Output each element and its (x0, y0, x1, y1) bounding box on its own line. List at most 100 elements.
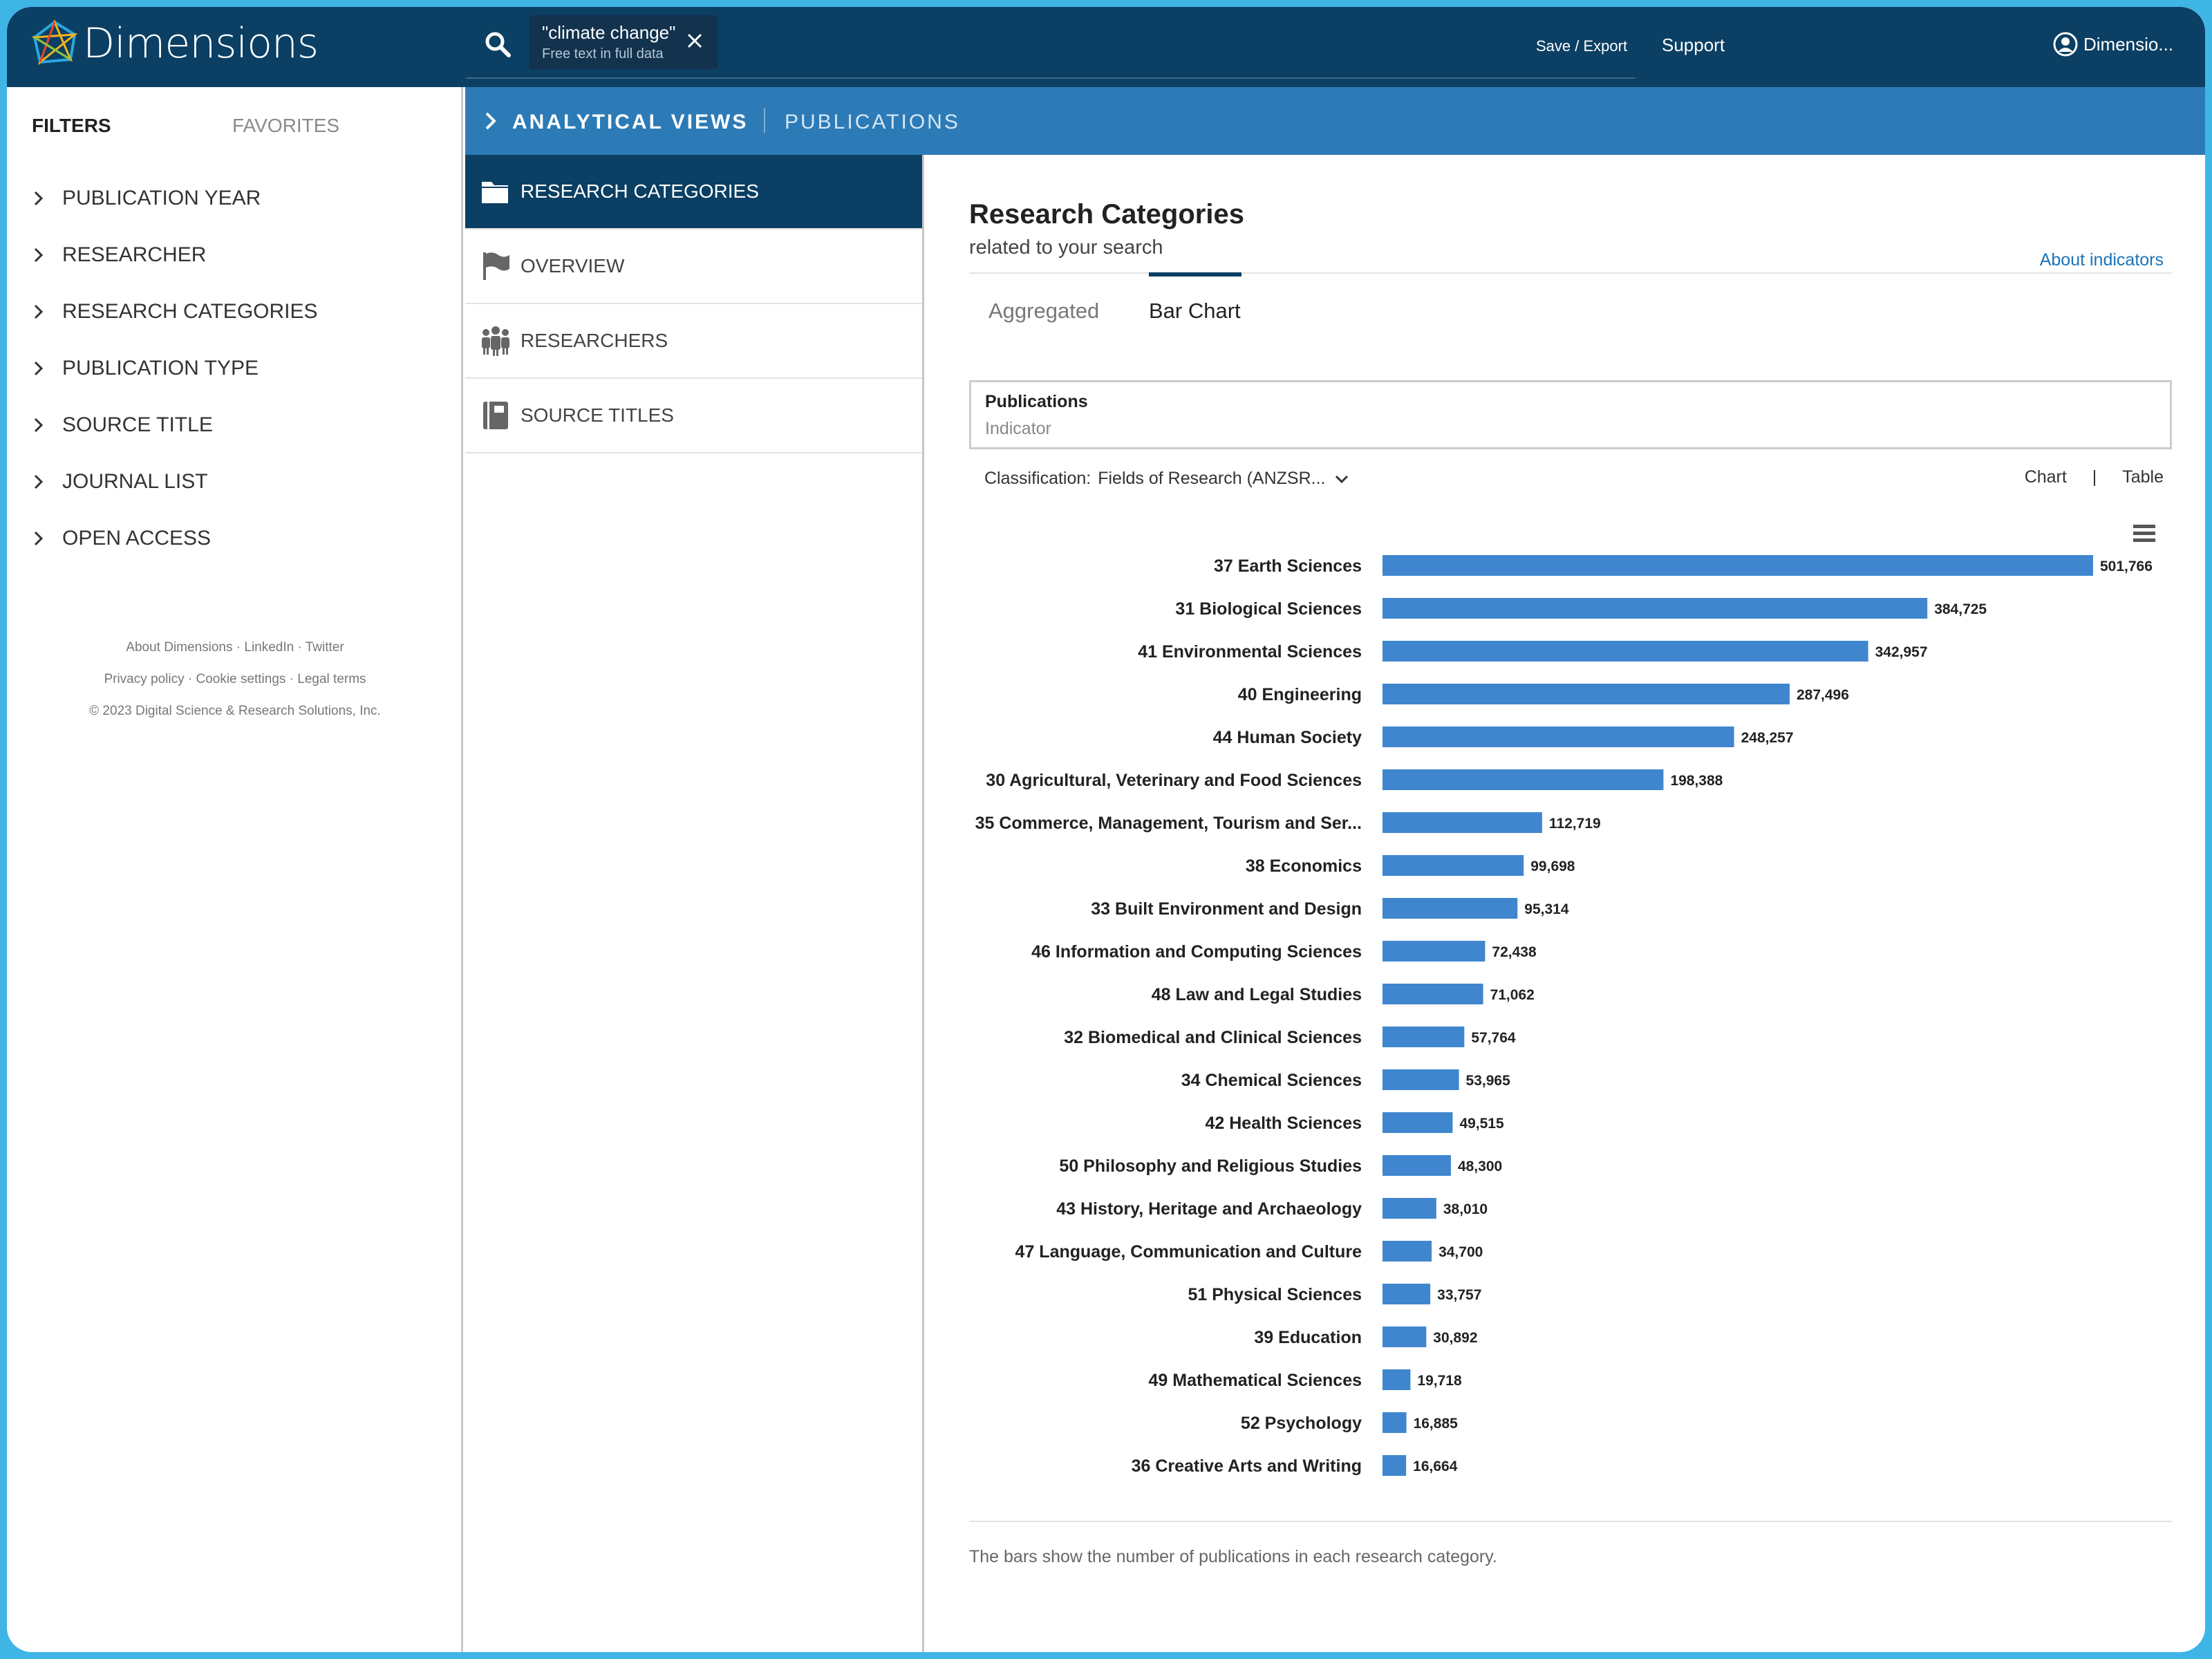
tab-favorites[interactable]: FAVORITES (232, 115, 340, 136)
filter-item[interactable]: PUBLICATION YEAR (32, 170, 318, 227)
bar[interactable] (1382, 598, 1928, 619)
filter-item[interactable]: RESEARCHER (32, 227, 318, 283)
classification-value: Fields of Research (ANZSR... (1098, 469, 1326, 488)
filter-item[interactable]: RESEARCH CATEGORIES (32, 283, 318, 340)
indicator-selector[interactable]: Publications Indicator (969, 380, 2172, 449)
bar[interactable] (1382, 941, 1485, 962)
folder-icon (482, 182, 508, 203)
classification-dropdown[interactable]: Classification: Fields of Research (ANZS… (984, 469, 1349, 489)
main-panel: Research Categories related to your sear… (926, 155, 2205, 1652)
bar[interactable] (1382, 769, 1664, 790)
search-query-chip[interactable]: "climate change" Free text in full data (529, 15, 718, 69)
value-label: 57,764 (1471, 1030, 1516, 1046)
category-label: 48 Law and Legal Studies (1152, 985, 1362, 1004)
chart-footnote: The bars show the number of publications… (969, 1547, 1497, 1566)
value-label: 384,725 (1934, 601, 1987, 617)
category-label: 43 History, Heritage and Archaeology (1056, 1199, 1362, 1219)
filter-item[interactable]: PUBLICATION TYPE (32, 340, 318, 397)
value-label: 72,438 (1492, 944, 1537, 960)
value-label: 19,718 (1417, 1373, 1462, 1389)
category-label: 34 Chemical Sciences (1181, 1071, 1362, 1090)
chevron-right-icon (34, 474, 44, 489)
app-window: Dimensions "climate change" Free text in… (7, 7, 2205, 1652)
bar[interactable] (1382, 1369, 1411, 1390)
bar[interactable] (1382, 1455, 1407, 1476)
bar[interactable] (1382, 898, 1518, 919)
chevron-right-icon[interactable] (485, 112, 497, 130)
view-item-researchers[interactable]: RESEARCHERS (465, 304, 922, 379)
footer-line-legal[interactable]: Privacy policy · Cookie settings · Legal… (104, 672, 366, 686)
value-label: 34,700 (1438, 1244, 1483, 1260)
value-label: 112,719 (1549, 816, 1601, 832)
view-item-label: SOURCE TITLES (521, 404, 674, 426)
category-label: 38 Economics (1246, 856, 1362, 876)
filter-item[interactable]: OPEN ACCESS (32, 510, 318, 567)
filter-item[interactable]: JOURNAL LIST (32, 453, 318, 510)
about-indicators-link[interactable]: About indicators (2039, 250, 2164, 270)
category-label: 41 Environmental Sciences (1138, 642, 1362, 662)
indicator-label: Indicator (985, 419, 1051, 438)
bar[interactable] (1382, 727, 1734, 747)
value-label: 16,885 (1414, 1416, 1459, 1432)
chevron-right-icon (34, 191, 44, 206)
save-export-link[interactable]: Save / Export (1536, 37, 1628, 55)
page-title: Research Categories (969, 199, 1244, 229)
search-bar[interactable]: "climate change" Free text in full data (466, 7, 1635, 79)
tab-bar-chart[interactable]: Bar Chart (1149, 299, 1241, 323)
bar[interactable] (1382, 855, 1524, 876)
filter-item[interactable]: SOURCE TITLE (32, 397, 318, 453)
close-icon[interactable] (684, 30, 705, 51)
hamburger-menu-icon[interactable] (2132, 523, 2157, 545)
category-label: 46 Information and Computing Sciences (1031, 942, 1362, 962)
view-item-research-categories[interactable]: RESEARCH CATEGORIES (465, 155, 922, 229)
search-icon[interactable] (484, 30, 512, 58)
view-chart-button[interactable]: Chart (2024, 467, 2067, 487)
top-header: Dimensions "climate change" Free text in… (7, 7, 2205, 87)
filter-list: PUBLICATION YEAR RESEARCHER RESEARCH CATEG… (32, 170, 318, 567)
filters-panel: FILTERS FAVORITES PUBLICATION YEAR RESEAR… (7, 87, 463, 1652)
filter-item-label: RESEARCH CATEGORIES (62, 300, 318, 323)
bar[interactable] (1382, 812, 1542, 833)
bar[interactable] (1382, 1198, 1436, 1219)
chart-table-toggle: Chart | Table (2025, 467, 2164, 487)
app-logo[interactable]: Dimensions (30, 19, 319, 68)
bar[interactable] (1382, 1027, 1465, 1047)
user-menu[interactable]: Dimensio... (2053, 32, 2173, 57)
value-label: 53,965 (1466, 1073, 1511, 1089)
value-label: 71,062 (1490, 987, 1535, 1003)
view-table-button[interactable]: Table (2122, 467, 2164, 487)
flag-icon (483, 252, 509, 280)
bar[interactable] (1382, 1069, 1459, 1090)
view-item-source-titles[interactable]: SOURCE TITLES (465, 379, 922, 453)
bar[interactable] (1382, 1155, 1451, 1176)
bar[interactable] (1382, 1327, 1427, 1347)
bar-chart: 37 Earth Sciences 501,766 31 Biological Sc… (926, 549, 2205, 1648)
bar[interactable] (1382, 555, 2093, 576)
tab-aggregated[interactable]: Aggregated (988, 299, 1100, 323)
bar[interactable] (1382, 1412, 1407, 1433)
analytical-views-title[interactable]: ANALYTICAL VIEWS (512, 111, 749, 133)
value-label: 342,957 (1875, 644, 1928, 660)
classification-label: Classification: (984, 469, 1091, 488)
divider (764, 108, 765, 133)
view-item-label: RESEARCHERS (521, 330, 668, 351)
app-name: Dimensions (83, 19, 319, 68)
view-item-label: RESEARCH CATEGORIES (521, 180, 759, 202)
bar[interactable] (1382, 641, 1868, 662)
bar[interactable] (1382, 1241, 1432, 1262)
category-label: 40 Engineering (1238, 685, 1362, 704)
category-label: 39 Education (1254, 1328, 1362, 1347)
category-label: 32 Biomedical and Clinical Sciences (1064, 1028, 1362, 1047)
chevron-right-icon (34, 418, 44, 433)
footer-line-about[interactable]: About Dimensions · LinkedIn · Twitter (126, 640, 344, 655)
bar[interactable] (1382, 684, 1790, 704)
filter-item-label: RESEARCHER (62, 243, 207, 266)
support-link[interactable]: Support (1662, 35, 1725, 55)
tab-filters[interactable]: FILTERS (32, 115, 111, 136)
category-label: 37 Earth Sciences (1214, 556, 1362, 576)
bar[interactable] (1382, 1112, 1453, 1133)
view-item-overview[interactable]: OVERVIEW (465, 229, 922, 304)
bar[interactable] (1382, 1284, 1431, 1304)
bar[interactable] (1382, 984, 1483, 1004)
chevron-right-icon (34, 531, 44, 546)
